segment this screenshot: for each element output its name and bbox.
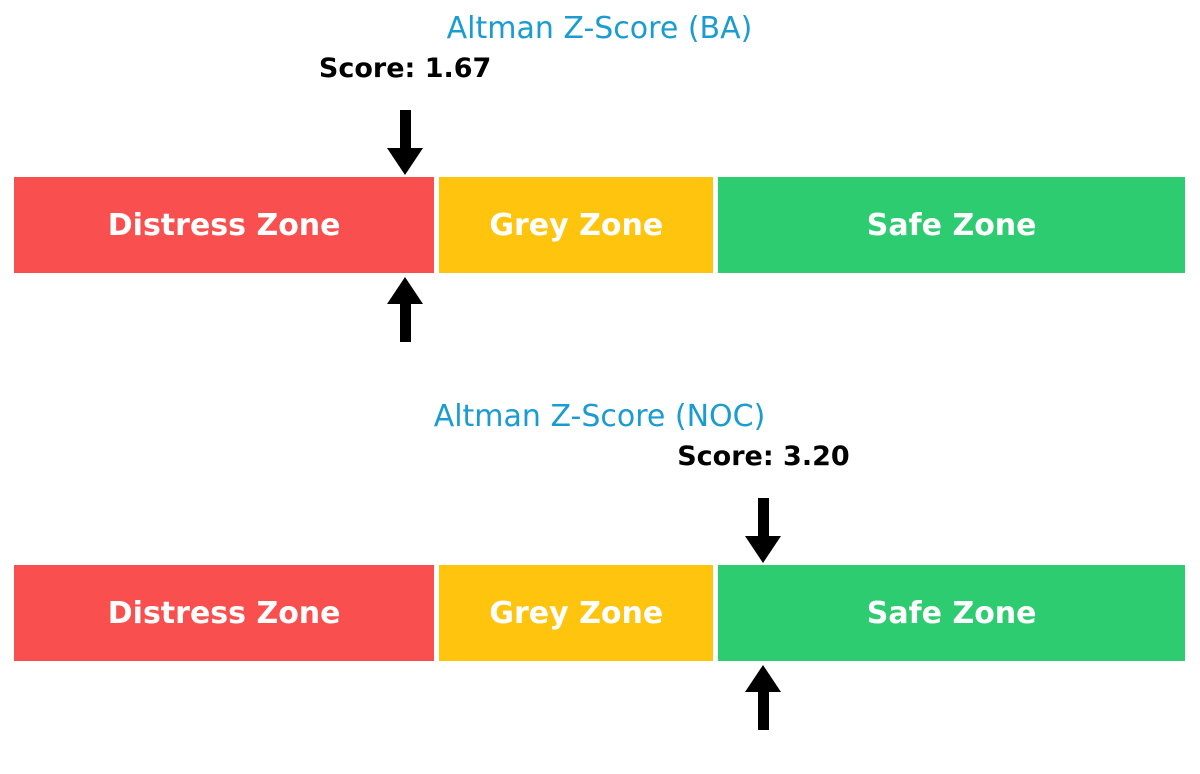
- zone-distress-label: Distress Zone: [107, 595, 341, 631]
- score-marker-arrow-down: [745, 498, 782, 563]
- zone-distress: Distress Zone: [14, 565, 435, 661]
- chart-title: Altman Z-Score (NOC): [433, 399, 766, 434]
- score-marker-arrow-up: [387, 277, 424, 342]
- arrow-shaft: [757, 692, 769, 730]
- zone-grey: Grey Zone: [439, 565, 714, 661]
- zone-safe: Safe Zone: [718, 177, 1185, 273]
- score-label: Score: 3.20: [677, 441, 850, 472]
- zone-distress: Distress Zone: [14, 177, 435, 273]
- arrow-shaft: [399, 110, 411, 148]
- arrow-shaft: [757, 498, 769, 536]
- zone-bar: Distress Zone Grey Zone Safe Zone: [14, 565, 1185, 661]
- arrow-head-down-icon: [745, 536, 782, 563]
- score-marker-arrow-down: [387, 110, 424, 175]
- chart-title: Altman Z-Score (BA): [446, 11, 753, 46]
- zone-safe-label: Safe Zone: [866, 595, 1037, 631]
- arrow-head-up-icon: [387, 277, 424, 304]
- zone-grey-label: Grey Zone: [489, 595, 664, 631]
- arrow-shaft: [399, 304, 411, 342]
- zone-grey: Grey Zone: [439, 177, 714, 273]
- chart-altman-zscore-ba: Altman Z-Score (BA) Score: 1.67 Distress…: [14, 11, 1185, 342]
- zone-safe-label: Safe Zone: [866, 207, 1037, 243]
- zone-bar: Distress Zone Grey Zone Safe Zone: [14, 177, 1185, 273]
- score-label: Score: 1.67: [318, 53, 492, 84]
- zone-safe: Safe Zone: [718, 565, 1185, 661]
- score-marker-arrow-up: [745, 665, 782, 730]
- arrow-head-up-icon: [745, 665, 782, 692]
- zone-grey-label: Grey Zone: [489, 207, 664, 243]
- chart-altman-zscore-noc: Altman Z-Score (NOC) Score: 3.20 Distres…: [0, 388, 1200, 774]
- zone-distress-label: Distress Zone: [107, 207, 341, 243]
- arrow-head-down-icon: [387, 148, 424, 175]
